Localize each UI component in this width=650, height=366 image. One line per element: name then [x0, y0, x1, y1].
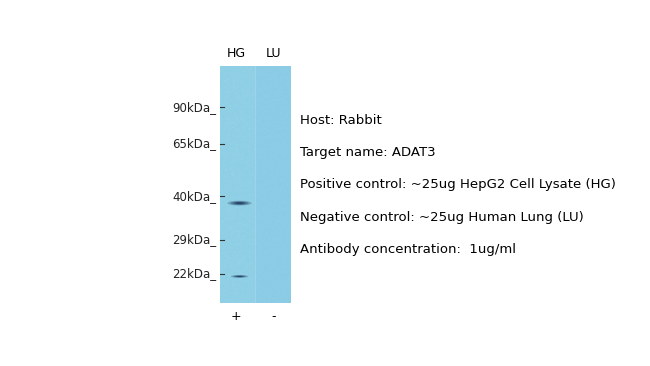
Text: 65kDa_: 65kDa_: [172, 138, 216, 150]
Ellipse shape: [236, 202, 243, 204]
Text: 90kDa_: 90kDa_: [172, 101, 216, 114]
Text: Positive control: ~25ug HepG2 Cell Lysate (HG): Positive control: ~25ug HepG2 Cell Lysat…: [300, 178, 616, 191]
Text: +: +: [231, 310, 242, 323]
Text: Negative control: ~25ug Human Lung (LU): Negative control: ~25ug Human Lung (LU): [300, 211, 584, 224]
Text: HG: HG: [227, 47, 246, 60]
Ellipse shape: [227, 201, 252, 206]
Ellipse shape: [231, 275, 248, 278]
Text: -: -: [272, 310, 276, 323]
Ellipse shape: [231, 201, 248, 205]
Text: Host: Rabbit: Host: Rabbit: [300, 113, 382, 127]
Text: Antibody concentration:  1ug/ml: Antibody concentration: 1ug/ml: [300, 243, 516, 256]
Text: 22kDa_: 22kDa_: [172, 267, 216, 280]
Text: LU: LU: [266, 47, 281, 60]
Text: 29kDa_: 29kDa_: [172, 233, 216, 246]
Text: 40kDa_: 40kDa_: [172, 190, 216, 203]
Ellipse shape: [237, 276, 242, 277]
Ellipse shape: [235, 276, 244, 277]
Text: Target name: ADAT3: Target name: ADAT3: [300, 146, 436, 159]
Ellipse shape: [233, 275, 246, 277]
Ellipse shape: [233, 202, 246, 204]
